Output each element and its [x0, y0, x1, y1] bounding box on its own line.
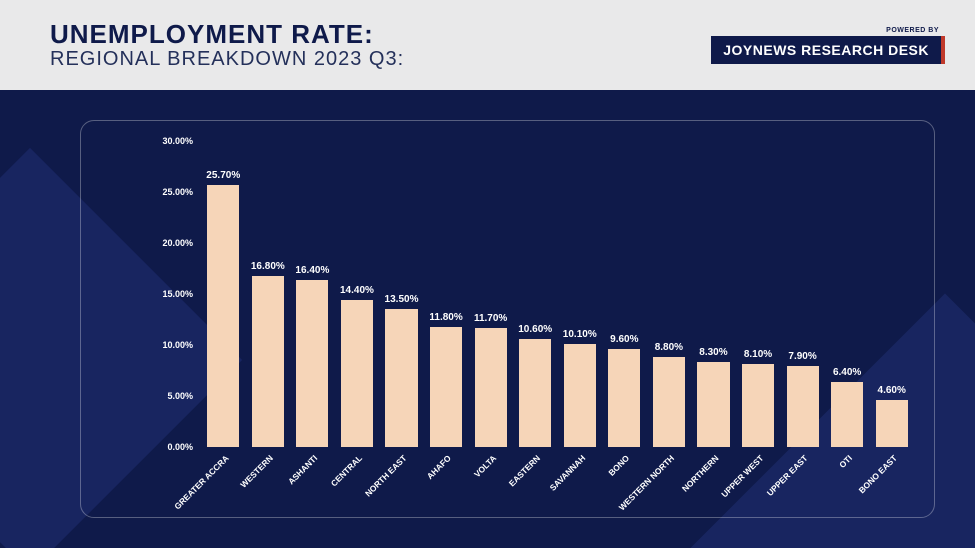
bar-value-label: 13.50%: [385, 294, 419, 305]
bar-slot: 16.40%: [290, 141, 335, 447]
bar-value-label: 4.60%: [878, 385, 906, 396]
y-tick: 25.00%: [162, 187, 193, 197]
y-axis: 0.00%5.00%10.00%15.00%20.00%25.00%30.00%: [151, 141, 197, 447]
x-axis: GREATER ACCRAWESTERNASHANTICENTRALNORTH …: [201, 447, 914, 517]
x-tick: ASHANTI: [290, 447, 335, 517]
bar: 25.70%: [207, 185, 239, 447]
bar: 11.70%: [475, 328, 507, 447]
bar-slot: 10.10%: [558, 141, 603, 447]
plot-region: 0.00%5.00%10.00%15.00%20.00%25.00%30.00%…: [151, 141, 914, 447]
x-tick-label: VOLTA: [471, 453, 497, 479]
bar-value-label: 6.40%: [833, 367, 861, 378]
bar-slot: 14.40%: [335, 141, 380, 447]
chart-area: 0.00% 5.00% 10.00% 15.00% 20.00% 25.00% 30.00%…: [0, 90, 975, 548]
x-tick: SAVANNAH: [558, 447, 603, 517]
bar-slot: 9.60%: [602, 141, 647, 447]
bar-value-label: 9.60%: [610, 334, 638, 345]
bar: 11.80%: [430, 327, 462, 447]
y-tick: 0.00%: [167, 442, 193, 452]
x-tick: UPPER EAST: [780, 447, 825, 517]
y-tick: 20.00%: [162, 238, 193, 248]
bar-slot: 16.80%: [246, 141, 291, 447]
title-block: UNEMPLOYMENT RATE: REGIONAL BREAKDOWN 20…: [50, 19, 404, 71]
y-tick: 15.00%: [162, 289, 193, 299]
bar: 8.10%: [742, 364, 774, 447]
title-main: UNEMPLOYMENT RATE:: [50, 19, 404, 50]
bar-value-label: 11.80%: [429, 312, 462, 323]
bar-value-label: 10.60%: [518, 324, 552, 335]
chart-panel: 0.00% 5.00% 10.00% 15.00% 20.00% 25.00% 30.00%…: [80, 120, 935, 518]
bar-value-label: 16.80%: [251, 261, 285, 272]
x-tick-label: GREATER ACCRA: [172, 453, 230, 511]
x-tick-label: CENTRAL: [329, 453, 364, 488]
bar: 8.80%: [653, 357, 685, 447]
bar-slot: 8.30%: [691, 141, 736, 447]
bar: 4.60%: [876, 400, 908, 447]
bar: 13.50%: [385, 309, 417, 447]
y-tick: 5.00%: [167, 391, 193, 401]
bar: 16.40%: [296, 280, 328, 447]
y-tick: 30.00%: [162, 136, 193, 146]
bar-slot: 4.60%: [869, 141, 914, 447]
bar: 7.90%: [787, 366, 819, 447]
x-tick-label: AHAFO: [425, 453, 453, 481]
x-tick-label: EASTERN: [507, 453, 542, 488]
bar-value-label: 8.10%: [744, 349, 772, 360]
bar-value-label: 14.40%: [340, 285, 374, 296]
page: UNEMPLOYMENT RATE: REGIONAL BREAKDOWN 20…: [0, 0, 975, 548]
x-tick: BONO EAST: [869, 447, 914, 517]
x-tick-label: ASHANTI: [286, 453, 319, 486]
bar-slot: 11.80%: [424, 141, 469, 447]
brand-block: POWERED BY JOYNEWS RESEARCH DESK: [711, 27, 945, 64]
bar: 8.30%: [697, 362, 729, 447]
bars-container: 25.70% 16.80% 16.40% 14.40% 13.50% 11.80% 11.7…: [201, 141, 914, 447]
brand-name: JOYNEWS RESEARCH DESK: [711, 36, 945, 64]
bar-slot: 11.70%: [468, 141, 513, 447]
title-sub: REGIONAL BREAKDOWN 2023 Q3:: [50, 48, 404, 71]
bar-value-label: 16.40%: [295, 265, 329, 276]
bar-value-label: 10.10%: [563, 329, 597, 340]
bar: 14.40%: [341, 300, 373, 447]
y-tick: 10.00%: [162, 340, 193, 350]
x-tick: NORTH EAST: [379, 447, 424, 517]
bar-slot: 8.80%: [647, 141, 692, 447]
x-tick-label: BONO: [607, 453, 632, 478]
bar-slot: 25.70%: [201, 141, 246, 447]
x-tick-label: OTI: [837, 453, 854, 470]
x-tick: AHAFO: [424, 447, 469, 517]
bar: 16.80%: [252, 276, 284, 447]
bar-value-label: 11.70%: [474, 313, 507, 324]
bar-value-label: 8.80%: [655, 342, 683, 353]
bar: 10.60%: [519, 339, 551, 447]
bar: 10.10%: [564, 344, 596, 447]
bar: 6.40%: [831, 382, 863, 447]
bar-slot: 10.60%: [513, 141, 558, 447]
header: UNEMPLOYMENT RATE: REGIONAL BREAKDOWN 20…: [0, 0, 975, 90]
bar-slot: 6.40%: [825, 141, 870, 447]
x-tick: WESTERN: [246, 447, 291, 517]
bar-slot: 13.50%: [379, 141, 424, 447]
x-tick: VOLTA: [468, 447, 513, 517]
bar-slot: 8.10%: [736, 141, 781, 447]
bar-value-label: 7.90%: [788, 351, 816, 362]
bar-value-label: 8.30%: [699, 347, 727, 358]
bar-value-label: 25.70%: [206, 170, 240, 181]
powered-by-label: POWERED BY: [886, 27, 939, 34]
bar-slot: 7.90%: [780, 141, 825, 447]
bar: 9.60%: [608, 349, 640, 447]
